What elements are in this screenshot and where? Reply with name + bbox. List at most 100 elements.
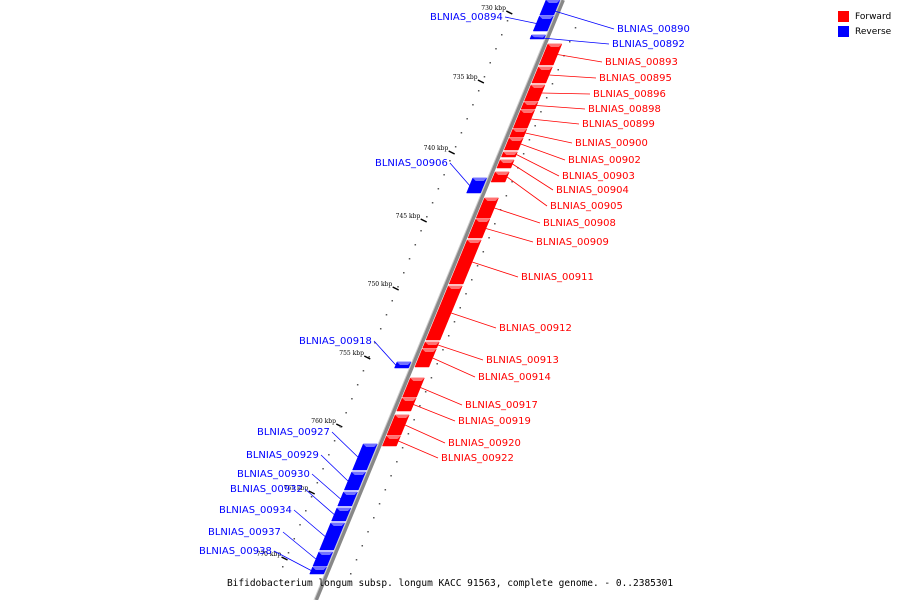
minor-tick [408, 258, 411, 260]
strand-legend: Forward Reverse [838, 9, 898, 39]
gene-arrow[interactable] [503, 137, 524, 151]
gene-arrow[interactable] [382, 435, 401, 447]
gene-arrow[interactable] [309, 566, 327, 575]
gene-label[interactable]: BLNIAS_00927 [257, 427, 330, 438]
gene-label[interactable]: BLNIAS_00934 [219, 505, 292, 516]
gene-arrow[interactable] [475, 197, 499, 219]
gene-label[interactable]: BLNIAS_00913 [486, 355, 559, 366]
minor-tick [511, 181, 513, 183]
gene-arrow[interactable] [422, 341, 440, 349]
gene-label[interactable]: BLNIAS_00938 [199, 546, 272, 557]
gene-label[interactable]: BLNIAS_00932 [230, 484, 303, 495]
gene-label[interactable]: BLNIAS_00893 [605, 57, 678, 68]
tick-mark [505, 10, 513, 15]
gene-leader-line [516, 154, 560, 177]
gene-leader-line [432, 357, 476, 378]
gene-arrow[interactable] [312, 551, 334, 567]
legend-item-forward: Forward [838, 9, 898, 24]
gene-arrow[interactable] [394, 361, 412, 369]
gene-arrow[interactable] [337, 491, 358, 507]
gene-label[interactable]: BLNIAS_00890 [617, 24, 690, 35]
gene-label[interactable]: BLNIAS_00908 [543, 218, 616, 229]
minor-tick [482, 251, 485, 253]
gene-label[interactable]: BLNIAS_00899 [582, 119, 655, 130]
reverse-swatch [838, 26, 849, 37]
gene-leader-line [541, 92, 591, 95]
gene-arrow[interactable] [352, 443, 378, 471]
gene-arrow[interactable] [531, 66, 553, 84]
gene-label[interactable]: BLNIAS_00918 [299, 336, 372, 347]
gene-label[interactable]: BLNIAS_00894 [430, 12, 503, 23]
gene-label[interactable]: BLNIAS_00909 [536, 237, 609, 248]
gene-label[interactable]: BLNIAS_00919 [458, 416, 531, 427]
legend-label-reverse: Reverse [855, 26, 892, 37]
gene-leader-line [449, 162, 470, 186]
minor-tick [351, 398, 353, 400]
minor-tick [397, 286, 399, 288]
gene-arrow[interactable] [414, 348, 437, 368]
tick-mark [281, 556, 288, 561]
gene-label[interactable]: BLNIAS_00900 [575, 138, 648, 149]
gene-label[interactable]: BLNIAS_00892 [612, 39, 685, 50]
gene-leader-line [311, 473, 341, 500]
minor-tick [545, 97, 548, 99]
gene-arrow[interactable] [467, 218, 491, 239]
gene-arrow[interactable] [520, 101, 539, 110]
minor-tick [396, 461, 398, 463]
gene-arrow[interactable] [343, 471, 367, 491]
gene-label[interactable]: BLNIAS_00906 [375, 158, 448, 169]
gene-arrow[interactable] [448, 239, 482, 285]
minor-tick [569, 41, 571, 43]
gene-label[interactable]: BLNIAS_00917 [465, 400, 538, 411]
gene-label[interactable]: BLNIAS_00911 [521, 272, 594, 283]
gene-label[interactable]: BLNIAS_00930 [237, 469, 310, 480]
gene-label[interactable]: BLNIAS_00895 [599, 73, 672, 84]
minor-tick [373, 517, 375, 519]
gene-arrow[interactable] [396, 397, 417, 412]
gene-arrow[interactable] [425, 285, 463, 341]
gene-label[interactable]: BLNIAS_00920 [448, 438, 521, 449]
legend-item-reverse: Reverse [838, 24, 898, 39]
tick-mark [308, 490, 316, 495]
gene-label[interactable]: BLNIAS_00914 [478, 372, 551, 383]
gene-arrow[interactable] [331, 507, 352, 522]
minor-tick [471, 279, 473, 281]
gene-leader-line [331, 431, 359, 458]
gene-label[interactable]: BLNIAS_00912 [499, 323, 572, 334]
gene-label[interactable]: BLNIAS_00902 [568, 155, 641, 166]
gene-arrow[interactable] [496, 159, 515, 169]
minor-tick [426, 216, 428, 218]
gene-arrow[interactable] [466, 177, 488, 194]
gene-arrow[interactable] [524, 84, 546, 102]
gene-label[interactable]: BLNIAS_00903 [562, 171, 635, 182]
gene-arrow[interactable] [538, 43, 563, 66]
gene-label[interactable]: BLNIAS_00937 [208, 527, 281, 538]
minor-tick [465, 293, 467, 295]
gene-arrow[interactable] [512, 109, 536, 129]
minor-tick [449, 160, 451, 162]
gene-leader-line [273, 550, 312, 571]
gene-label[interactable]: BLNIAS_00896 [593, 89, 666, 100]
gene-label[interactable]: BLNIAS_00905 [550, 201, 623, 212]
gene-leader-line [293, 509, 326, 537]
minor-tick [454, 146, 457, 148]
gene-arrow[interactable] [402, 377, 425, 398]
gene-leader-line [420, 387, 463, 406]
gene-arrow[interactable] [386, 414, 410, 436]
gene-label[interactable]: BLNIAS_00929 [246, 450, 319, 461]
minor-tick [299, 524, 301, 526]
gene-arrow[interactable] [532, 15, 554, 32]
gene-label[interactable]: BLNIAS_00904 [556, 185, 629, 196]
gene-arrow[interactable] [509, 128, 528, 138]
gene-label[interactable]: BLNIAS_00922 [441, 453, 514, 464]
minor-tick [385, 314, 388, 316]
minor-tick [431, 202, 434, 204]
gene-label[interactable]: BLNIAS_00898 [588, 104, 661, 115]
tick-mark [448, 150, 455, 155]
gene-leader-line [549, 74, 597, 79]
gene-arrow[interactable] [500, 151, 518, 158]
gene-arrow[interactable] [319, 522, 346, 551]
gene-arrow[interactable] [490, 171, 510, 183]
minor-tick [501, 34, 503, 36]
minor-tick [345, 412, 347, 414]
